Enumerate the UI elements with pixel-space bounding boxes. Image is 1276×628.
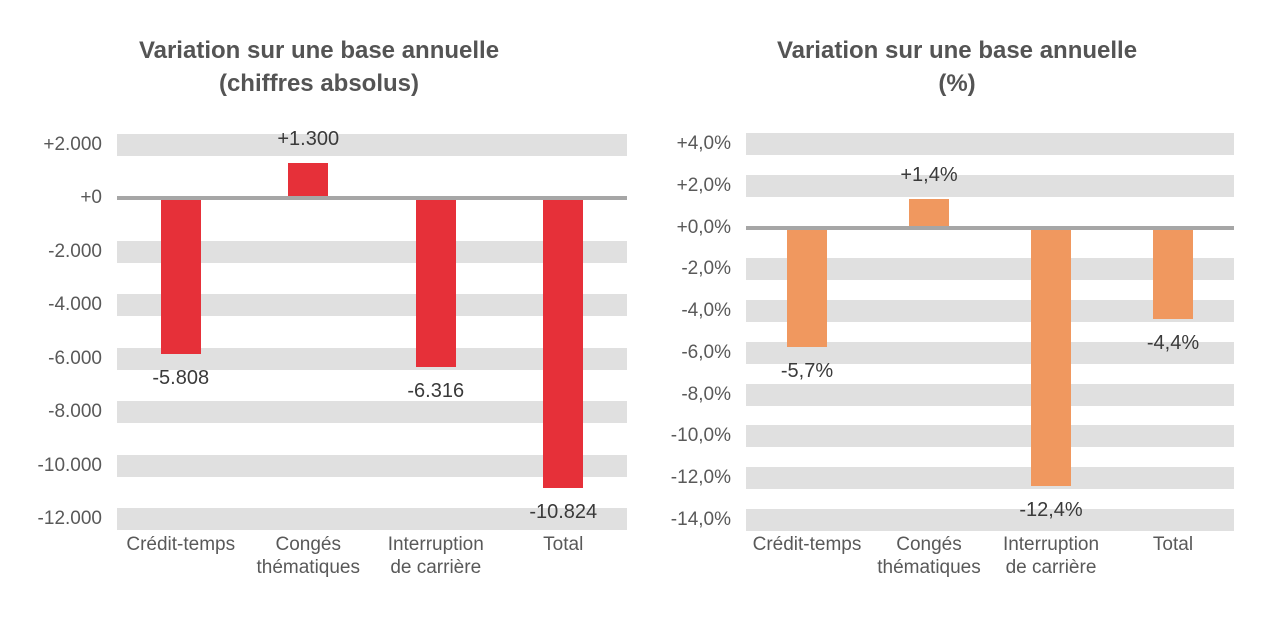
bar-value-label: -12,4% [1019, 499, 1083, 522]
bar-value-label: +1,4% [900, 163, 958, 186]
x-category-label: Total [1152, 534, 1194, 555]
y-tick-label: -12.000 [37, 508, 102, 530]
y-tick-label: -6,0% [681, 341, 731, 363]
y-tick-label: -8.000 [48, 401, 102, 423]
gridline-stripe [117, 133, 627, 156]
zero-axis-line [746, 225, 1234, 230]
x-category-label: Total [543, 534, 584, 555]
gridline-stripe [746, 300, 1234, 323]
bar-total [543, 198, 584, 488]
bar-value-label: -4,4% [1146, 332, 1200, 355]
y-tick-label: +4,0% [676, 133, 731, 155]
gridline-stripe [746, 466, 1234, 489]
bar-value-label: -5,7% [780, 359, 834, 382]
bar-interruption-de-carriere [1031, 227, 1071, 487]
y-tick-label: -4.000 [48, 294, 102, 316]
plot-area-percent: +4,0% +2,0% +0,0% -2,0% -4,0% -6,0% -8,0% -10,0… [671, 133, 1234, 578]
y-tick-label: -12,0% [670, 466, 731, 488]
plot-area-absolute: +2.000 +0 -2.000 -4.000 -6.000 -8.000 -10.000 -… [38, 128, 627, 578]
gridline-stripe [746, 341, 1234, 364]
gridline-stripe [746, 258, 1234, 281]
y-tick-label: -2.000 [48, 240, 102, 262]
x-category-label: Interruption de carrière [1002, 534, 1100, 578]
y-tick-label: -10,0% [670, 425, 731, 447]
gridline-stripe [746, 133, 1234, 156]
bar-conges-thematiques [909, 198, 949, 228]
bar-value-label: -10.824 [529, 500, 598, 523]
x-category-label: Congés thématiques [877, 534, 981, 578]
y-tick-label: -14,0% [670, 508, 731, 530]
bar-value-label: +1.300 [277, 128, 340, 151]
gridline-stripe [117, 508, 627, 531]
gridline-stripe [117, 240, 627, 263]
gridline-stripe [117, 294, 627, 317]
bar-credit-temps [160, 198, 201, 354]
gridline-stripe [117, 347, 627, 370]
y-tick-label: +0,0% [676, 216, 731, 238]
bar-credit-temps [787, 227, 827, 347]
gridline-stripe [117, 401, 627, 424]
bar-value-label: -5.808 [152, 366, 210, 389]
y-tick-label: +0 [80, 187, 102, 209]
gridline-stripe [117, 454, 627, 477]
y-tick-label: +2.000 [43, 133, 102, 155]
gridline-stripe [746, 383, 1234, 406]
y-tick-label: -6.000 [48, 347, 102, 369]
x-category-label: Interruption de carrière [387, 534, 484, 578]
y-tick-label: -2,0% [681, 258, 731, 280]
zero-axis-line [117, 196, 627, 201]
x-category-label: Congés thématiques [256, 534, 360, 578]
gridline-stripe [746, 425, 1234, 448]
bar-total [1153, 227, 1193, 320]
y-tick-label: -4,0% [681, 300, 731, 322]
x-category-label: Crédit-temps [752, 534, 862, 555]
gridline-stripe [746, 508, 1234, 531]
bar-interruption-de-carriere [415, 198, 456, 368]
chart-percent-title: Variation sur une base annuelle (%) [776, 37, 1138, 97]
bar-value-label: -6.316 [407, 380, 465, 403]
y-tick-label: +2,0% [676, 175, 731, 197]
y-tick-label: -10.000 [37, 454, 102, 476]
y-tick-label: -8,0% [681, 383, 731, 405]
bar-conges-thematiques [288, 163, 329, 199]
chart-absolute-title: Variation sur une base annuelle (chiffre… [138, 37, 500, 97]
gridline-stripe [746, 175, 1234, 198]
x-category-label: Crédit-temps [126, 534, 236, 555]
